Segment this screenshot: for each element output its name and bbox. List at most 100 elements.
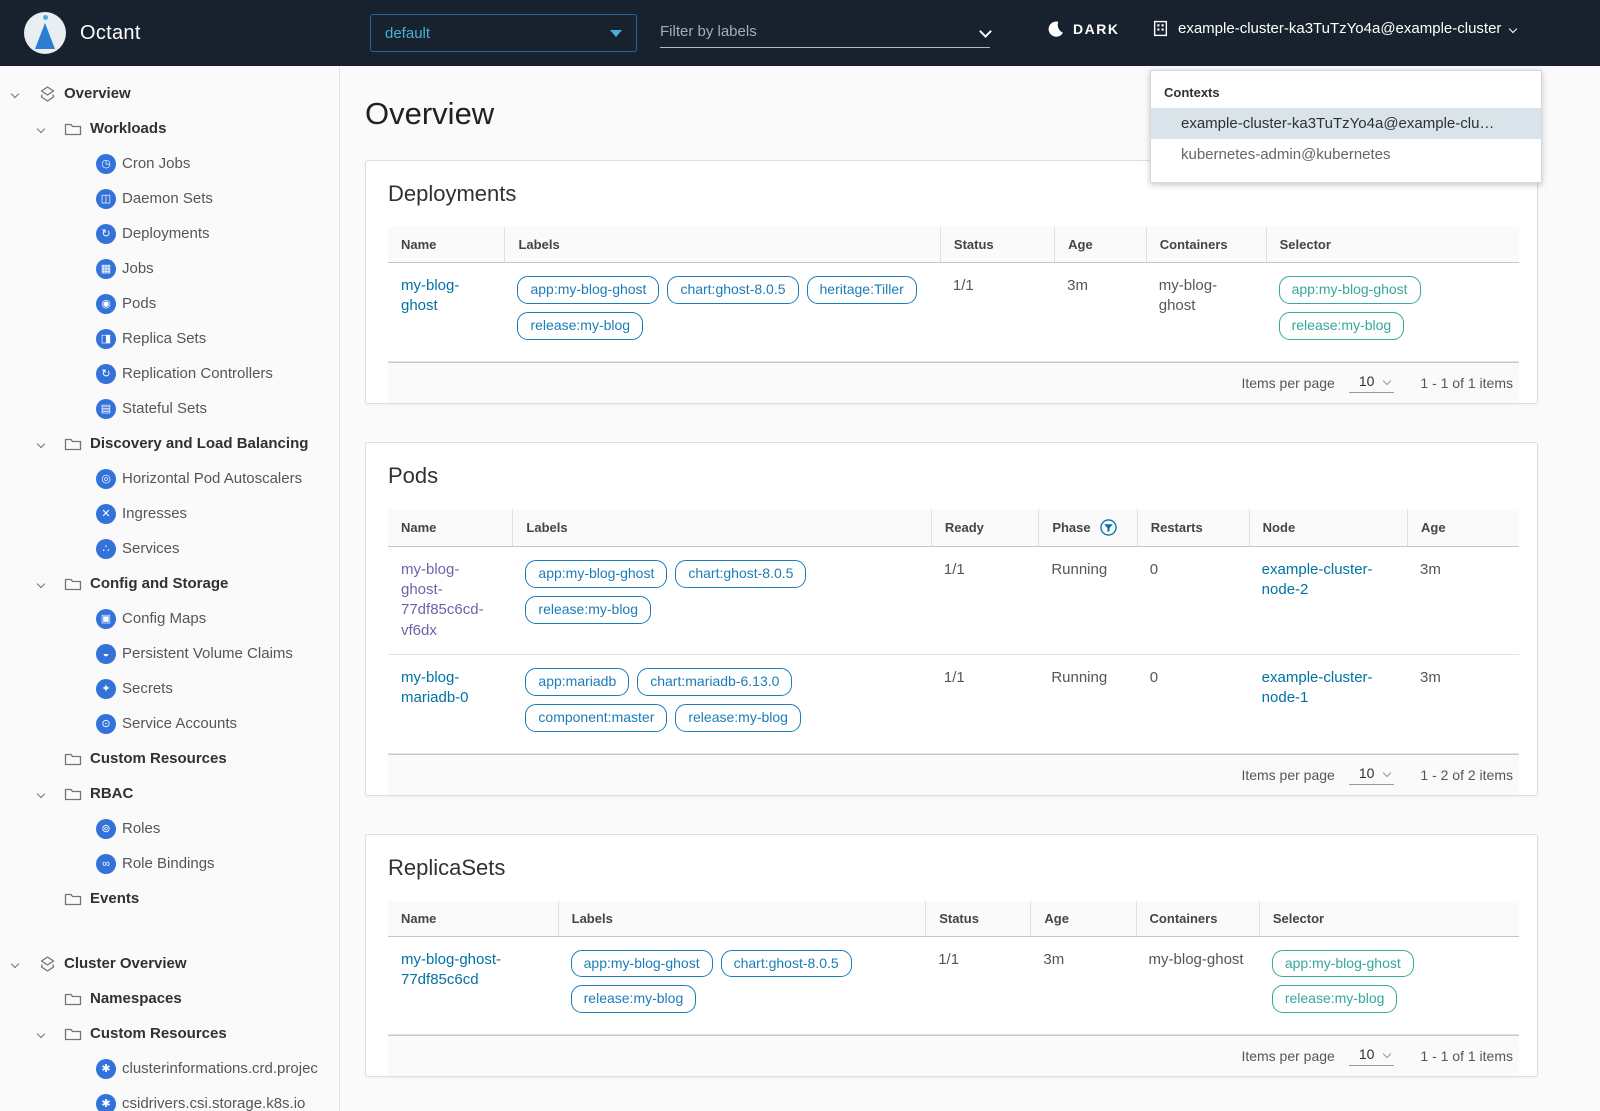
sidebar-item-horizontal-pod-autoscalers[interactable]: ◎ Horizontal Pod Autoscalers — [0, 461, 339, 496]
sidebar-item-label: Deployments — [122, 225, 210, 242]
cell-status: 1/1 — [925, 937, 1030, 1035]
pods-icon: ◉ — [96, 293, 116, 314]
column-header-label: Name — [401, 237, 437, 252]
chevron-down-icon — [1383, 1050, 1392, 1059]
chevron-down-icon[interactable] — [979, 25, 992, 38]
sidebar-item-services[interactable]: ∴ Services — [0, 531, 339, 566]
pagination-range: 1 - 1 of 1 items — [1420, 374, 1513, 391]
folder-icon — [64, 993, 82, 1005]
page-size-select[interactable]: 10 — [1348, 1046, 1395, 1067]
main-content: Overview Deployments Name Labels Status Age C… — [340, 66, 1600, 1111]
cell-text: 0 — [1149, 668, 1159, 686]
sidebar-item-cluster-overview[interactable]: Cluster Overview — [0, 946, 339, 981]
table-replicasets: Name Labels Status Age Containers Selector my-… — [388, 900, 1519, 1077]
cell-text: 1/1 — [938, 950, 960, 968]
sidebar-item-pods[interactable]: ◉ Pods — [0, 286, 339, 321]
sidebar-item-secrets[interactable]: ✦ Secrets — [0, 671, 339, 706]
stateful-sets-icon: ▤ — [96, 398, 116, 419]
chevron-down-icon[interactable] — [36, 439, 64, 448]
sidebar-item-namespaces[interactable]: Namespaces — [0, 981, 339, 1016]
section-card-pods: Pods Name Labels Ready Phase Restarts Node Age m… — [365, 441, 1538, 796]
sidebar-item-persistent-volume-claims[interactable]: ◒ Persistent Volume Claims — [0, 636, 339, 671]
sidebar-item-daemon-sets[interactable]: ◫ Daemon Sets — [0, 181, 339, 216]
context-selector[interactable]: example-cluster-ka3TuTzYo4a@example-clus… — [1152, 20, 1518, 37]
sidebar-item-config-and-storage[interactable]: Config and Storage — [0, 566, 339, 601]
sidebar-item-label: Pods — [122, 295, 157, 312]
theme-toggle-label: DARK — [1073, 21, 1120, 37]
sidebar-item-label: Custom Resources — [90, 1025, 227, 1042]
namespace-select[interactable]: default — [370, 14, 637, 52]
sidebar-item-replica-sets[interactable]: ◨ Replica Sets — [0, 321, 339, 356]
cell-link[interactable]: my-blog-ghost-77df85c6cd-vf6dx — [401, 560, 484, 639]
column-header-node: Node — [1248, 508, 1407, 546]
cell-link[interactable]: my-blog-ghost — [401, 277, 460, 315]
sidebar-item-label: Namespaces — [90, 990, 182, 1007]
secrets-icon: ✦ — [96, 678, 116, 699]
chevron-down-icon[interactable] — [36, 1029, 64, 1038]
sidebar-item-label: Jobs — [122, 260, 154, 277]
theme-toggle-button[interactable]: DARK — [1046, 20, 1119, 38]
sidebar-item-custom-resources[interactable]: Custom Resources — [0, 741, 339, 776]
table-header-row: Name Labels Ready Phase Restarts Node Age — [388, 508, 1519, 547]
column-header-phase: Phase — [1038, 508, 1136, 546]
chevron-down-icon[interactable] — [36, 124, 64, 133]
chevron-down-icon[interactable] — [10, 89, 38, 98]
sidebar-item-discovery-and-load-balancing[interactable]: Discovery and Load Balancing — [0, 426, 339, 461]
sidebar-item-custom-resources[interactable]: Custom Resources — [0, 1016, 339, 1051]
chevron-down-icon[interactable] — [36, 789, 64, 798]
chevron-down-icon[interactable] — [36, 579, 64, 588]
daemon-sets-icon: ◫ — [96, 188, 116, 209]
column-header-label: Age — [1421, 519, 1446, 535]
cell-link[interactable]: my-blog-ghost-77df85c6cd — [401, 950, 502, 988]
cell-labels: app:mariadb chart:mariadb-6.13.0 component… — [512, 655, 930, 753]
sidebar-item-label: Secrets — [122, 680, 173, 697]
cell-link[interactable]: my-blog-mariadb-0 — [401, 668, 469, 707]
cell-link[interactable]: example-cluster-node-1 — [1261, 668, 1373, 707]
sidebar-item-deployments[interactable]: ↻ Deployments — [0, 216, 339, 251]
sidebar-item-overview[interactable]: Overview — [0, 76, 339, 111]
sidebar-item-rbac[interactable]: RBAC — [0, 776, 339, 811]
sidebar-item-jobs[interactable]: ▦ Jobs — [0, 251, 339, 286]
sidebar-item-config-maps[interactable]: ▣ Config Maps — [0, 601, 339, 636]
folder-icon — [64, 578, 82, 590]
cell-link[interactable]: example-cluster-node-2 — [1261, 560, 1373, 599]
sidebar-item-ingresses[interactable]: ✕ Ingresses — [0, 496, 339, 531]
column-header-ready: Ready — [930, 508, 1038, 546]
column-header-age: Age — [1030, 900, 1135, 936]
selector-tag: release:my-blog — [1271, 985, 1398, 1014]
label-tag: release:my-blog — [675, 703, 801, 732]
sidebar-item-service-accounts[interactable]: ⊙ Service Accounts — [0, 706, 339, 741]
items-per-page-label: Items per page — [1241, 1048, 1335, 1065]
label-filter-input[interactable] — [660, 23, 981, 40]
cell-text: 1/1 — [943, 668, 965, 686]
chevron-down-icon[interactable] — [10, 959, 38, 968]
sidebar-item-csidrivers-csi-storage-k8s-io[interactable]: ✱ csidrivers.csi.storage.k8s.io — [0, 1086, 339, 1111]
page-size-value: 10 — [1358, 372, 1375, 389]
sidebar-item-workloads[interactable]: Workloads — [0, 111, 339, 146]
chevron-down-icon — [1509, 24, 1518, 33]
sidebar-item-cron-jobs[interactable]: ◷ Cron Jobs — [0, 146, 339, 181]
sidebar-item-role-bindings[interactable]: ∞ Role Bindings — [0, 846, 339, 881]
context-menu-item-example-cluster-ka3tutzyo4a-example-clu[interactable]: example-cluster-ka3TuTzYo4a@example-clu… — [1151, 108, 1541, 139]
sidebar-item-replication-controllers[interactable]: ↻ Replication Controllers — [0, 356, 339, 391]
ingresses-icon: ✕ — [96, 503, 116, 524]
column-header-label: Ready — [944, 519, 984, 535]
context-menu-item-kubernetes-admin-kubernetes[interactable]: kubernetes-admin@kubernetes — [1181, 146, 1391, 163]
cell-selector: app:my-blog-ghost release:my-blog — [1259, 937, 1519, 1035]
filter-icon[interactable] — [1099, 519, 1117, 536]
cell-phase: Running — [1038, 547, 1136, 654]
selector-tag: app:my-blog-ghost — [1271, 949, 1414, 978]
config-maps-icon: ▣ — [96, 608, 116, 629]
label-tag: app:my-blog-ghost — [517, 276, 660, 304]
page-size-select[interactable]: 10 — [1348, 765, 1395, 785]
table-row: my-blog-ghost app:my-blog-ghost chart:ghos… — [388, 263, 1519, 362]
sidebar-item-stateful-sets[interactable]: ▤ Stateful Sets — [0, 391, 339, 426]
page-size-select[interactable]: 10 — [1348, 372, 1395, 393]
column-header-labels: Labels — [512, 508, 930, 546]
label-tag: chart:ghost-8.0.5 — [720, 949, 852, 978]
cron-jobs-icon: ◷ — [96, 153, 116, 174]
sidebar-item-events[interactable]: Events — [0, 881, 339, 916]
sidebar-item-roles[interactable]: ⊚ Roles — [0, 811, 339, 846]
sidebar-item-clusterinformations-crd-projec[interactable]: ✱ clusterinformations.crd.projec — [0, 1051, 339, 1086]
sidebar-item-label: Cron Jobs — [122, 155, 191, 172]
